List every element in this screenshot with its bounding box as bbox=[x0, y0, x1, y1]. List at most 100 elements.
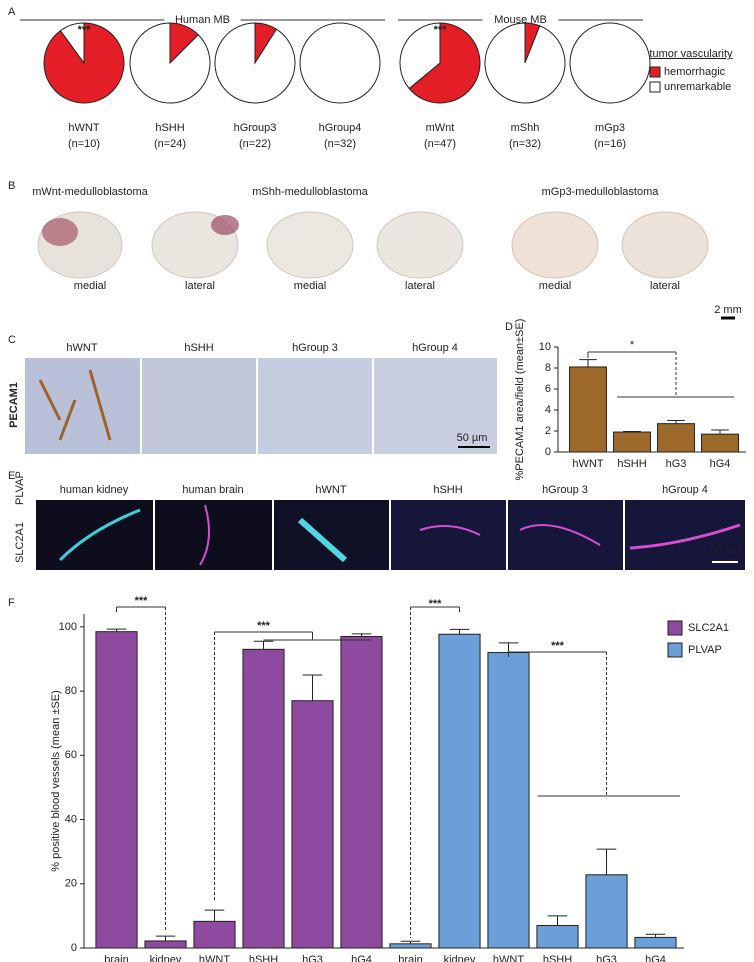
significance: *** bbox=[135, 595, 149, 607]
legend-swatch bbox=[667, 620, 683, 636]
y-tick-label: 6 bbox=[545, 383, 551, 395]
x-tick-label: kidney bbox=[444, 954, 476, 962]
bar bbox=[144, 940, 187, 949]
bar bbox=[242, 648, 285, 949]
y-tick-label: 0 bbox=[545, 446, 551, 458]
view-label: medial bbox=[539, 280, 571, 292]
bar bbox=[291, 700, 334, 949]
view-label: lateral bbox=[185, 280, 215, 292]
pie-n: (n=24) bbox=[154, 138, 186, 150]
pie-label: hSHH bbox=[155, 122, 184, 134]
scale-bar-label: 50 µm bbox=[457, 432, 488, 444]
pie-slice bbox=[59, 22, 85, 65]
panel-c-images bbox=[25, 358, 497, 454]
y-tick-label: 20 bbox=[65, 878, 77, 890]
panel-label: B bbox=[8, 180, 15, 192]
x-tick-label: hG3 bbox=[596, 954, 617, 962]
y-tick-label: 4 bbox=[545, 404, 551, 416]
x-tick-label: hG4 bbox=[351, 954, 372, 962]
bar bbox=[701, 433, 739, 453]
legend-label: PLVAP bbox=[688, 644, 722, 656]
view-label: lateral bbox=[650, 280, 680, 292]
pie-label: mGp3 bbox=[595, 122, 625, 134]
legend-label: hemorrhagic bbox=[664, 66, 726, 78]
image-title: hSHH bbox=[184, 342, 213, 354]
pie-n: (n=10) bbox=[68, 138, 100, 150]
x-tick-label: hG4 bbox=[710, 458, 731, 470]
x-tick-label: brain bbox=[398, 954, 422, 962]
title-bg bbox=[164, 12, 241, 28]
bar bbox=[536, 925, 579, 949]
legend-swatch bbox=[667, 642, 683, 658]
image-title: human brain bbox=[182, 484, 243, 496]
view-label: medial bbox=[294, 280, 326, 292]
pie-slice bbox=[299, 22, 381, 104]
x-tick-label: hG3 bbox=[666, 458, 687, 470]
x-tick-label: hSHH bbox=[617, 458, 646, 470]
image-title: hSHH bbox=[433, 484, 462, 496]
bar bbox=[95, 631, 138, 949]
panel-b-images bbox=[37, 211, 735, 320]
y-tick-label: 2 bbox=[545, 425, 551, 437]
panel-label: F bbox=[8, 597, 15, 609]
panel-e-images bbox=[36, 500, 745, 570]
pie-label: hWNT bbox=[68, 122, 99, 134]
x-tick-label: hSHH bbox=[249, 954, 278, 962]
y-tick-label: 8 bbox=[545, 362, 551, 374]
significance: *** bbox=[434, 24, 448, 36]
bar bbox=[613, 431, 651, 453]
x-tick-label: hWNT bbox=[572, 458, 603, 470]
view-label: medial bbox=[74, 280, 106, 292]
side-label: SLC2A1 bbox=[14, 522, 26, 563]
panel-label: D bbox=[505, 321, 513, 333]
side-label: PLVAP bbox=[14, 471, 26, 505]
group-title: Mouse MB bbox=[494, 14, 547, 26]
significance: *** bbox=[551, 640, 565, 652]
pie-label: hGroup4 bbox=[319, 122, 362, 134]
pie-slice bbox=[399, 22, 441, 90]
y-tick-label: 10 bbox=[539, 341, 551, 353]
legend-swatch bbox=[649, 81, 661, 93]
x-tick-label: kidney bbox=[150, 954, 182, 962]
pie-slice bbox=[214, 22, 296, 104]
image-title: mGp3-medulloblastoma bbox=[542, 186, 660, 198]
pie-slice bbox=[408, 22, 481, 104]
pie-n: (n=16) bbox=[594, 138, 626, 150]
bar bbox=[585, 874, 628, 949]
bar bbox=[634, 936, 677, 949]
scale-bar-label: 2 mm bbox=[714, 304, 742, 316]
bar bbox=[438, 633, 481, 949]
group-title: Human MB bbox=[175, 14, 230, 26]
bar bbox=[487, 652, 530, 949]
pie-label: mShh bbox=[511, 122, 540, 134]
pie-n: (n=32) bbox=[324, 138, 356, 150]
title-bg bbox=[482, 12, 559, 28]
legend-swatch bbox=[649, 66, 661, 78]
bar bbox=[389, 943, 432, 949]
legend-label: SLC2A1 bbox=[688, 622, 729, 634]
y-axis-label: %PECAM1 area/field (mean±SE) bbox=[514, 319, 526, 481]
x-tick-label: hWNT bbox=[493, 954, 524, 962]
image-title: mShh-medulloblastoma bbox=[252, 186, 368, 198]
bar bbox=[193, 920, 236, 949]
significance: *** bbox=[257, 620, 271, 632]
side-label: PECAM1 bbox=[8, 382, 20, 428]
view-label: lateral bbox=[405, 280, 435, 292]
panel-label: E bbox=[8, 470, 15, 482]
pie-label: mWnt bbox=[426, 122, 455, 134]
pie-slice bbox=[569, 22, 651, 104]
panel-label: C bbox=[8, 334, 16, 346]
image-title: hGroup 4 bbox=[662, 484, 708, 496]
bar bbox=[340, 635, 383, 949]
bar bbox=[657, 423, 695, 453]
image-title: hGroup 3 bbox=[542, 484, 588, 496]
significance: *** bbox=[78, 24, 92, 36]
image-title: hGroup 4 bbox=[412, 342, 458, 354]
pie-n: (n=22) bbox=[239, 138, 271, 150]
y-tick-label: 60 bbox=[65, 749, 77, 761]
bar bbox=[569, 366, 607, 453]
pie-slice bbox=[129, 22, 211, 104]
x-tick-label: hG4 bbox=[645, 954, 666, 962]
legend-label: unremarkable bbox=[664, 81, 731, 93]
